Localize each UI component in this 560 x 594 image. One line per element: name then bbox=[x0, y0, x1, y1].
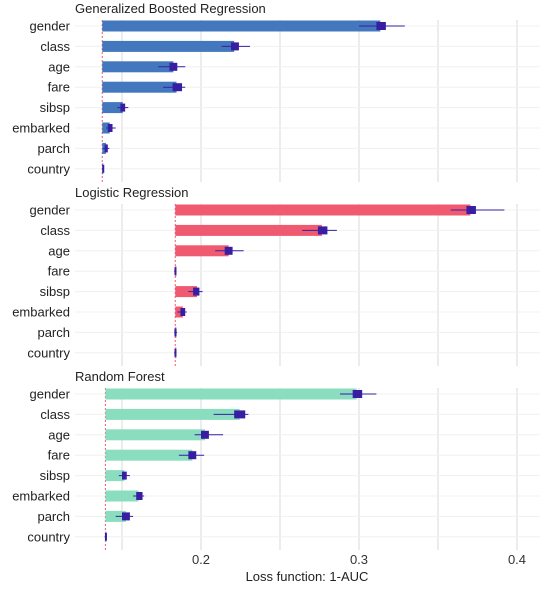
category-label: gender bbox=[30, 19, 71, 34]
bar-gender bbox=[105, 388, 357, 400]
boxplot-box bbox=[174, 267, 177, 276]
category-label: parch bbox=[37, 141, 70, 156]
bar-class bbox=[175, 224, 322, 236]
bar-sibsp bbox=[102, 102, 123, 114]
bar-sibsp bbox=[105, 470, 125, 482]
boxplot-box bbox=[224, 246, 233, 255]
bar-age bbox=[175, 245, 229, 257]
bar-age bbox=[102, 61, 174, 73]
boxplot-box bbox=[234, 410, 246, 419]
category-label: gender bbox=[30, 387, 71, 402]
boxplot-box bbox=[120, 103, 126, 112]
bar-fare bbox=[105, 449, 193, 461]
x-axis-title: Loss function: 1-AUC bbox=[246, 569, 369, 584]
category-label: embarked bbox=[12, 305, 70, 320]
category-label: parch bbox=[37, 325, 70, 340]
bar-embarked bbox=[105, 490, 139, 502]
boxplot-box bbox=[104, 144, 108, 153]
boxplot-box bbox=[231, 42, 239, 51]
boxplot-box bbox=[122, 471, 127, 480]
category-label: age bbox=[48, 427, 70, 442]
category-label: sibsp bbox=[40, 100, 70, 115]
category-label: sibsp bbox=[40, 468, 70, 483]
boxplot-box bbox=[466, 206, 476, 214]
panel-title: Generalized Boosted Regression bbox=[75, 1, 266, 16]
boxplot-box bbox=[201, 430, 209, 439]
x-tick-label: 0.4 bbox=[508, 552, 526, 567]
category-label: class bbox=[40, 223, 70, 238]
category-label: country bbox=[27, 161, 70, 176]
x-tick-label: 0.2 bbox=[192, 552, 210, 567]
bar-gender bbox=[102, 20, 381, 32]
boxplot-box bbox=[188, 451, 197, 460]
category-label: embarked bbox=[12, 489, 70, 504]
boxplot-box bbox=[122, 512, 130, 521]
boxplot-box bbox=[174, 348, 177, 357]
x-tick-label: 0.3 bbox=[350, 552, 368, 567]
boxplot-box bbox=[104, 532, 107, 541]
category-label: gender bbox=[30, 203, 71, 218]
category-label: country bbox=[27, 345, 70, 360]
category-label: fare bbox=[48, 264, 70, 279]
boxplot-box bbox=[174, 328, 177, 337]
category-label: class bbox=[40, 39, 70, 54]
bar-sibsp bbox=[175, 286, 198, 298]
boxplot-box bbox=[136, 492, 143, 500]
bar-gender bbox=[175, 204, 471, 216]
category-label: class bbox=[40, 407, 70, 422]
boxplot-box bbox=[180, 308, 186, 316]
bar-class bbox=[102, 40, 235, 52]
boxplot-box bbox=[193, 287, 200, 296]
category-label: age bbox=[48, 59, 70, 74]
category-label: sibsp bbox=[40, 284, 70, 299]
panel-title: Random Forest bbox=[75, 369, 165, 384]
boxplot-box bbox=[352, 390, 363, 398]
boxplot-box bbox=[169, 62, 178, 71]
category-label: embarked bbox=[12, 121, 70, 136]
boxplot-box bbox=[317, 226, 328, 235]
category-label: country bbox=[27, 529, 70, 544]
boxplot-box bbox=[172, 83, 183, 92]
boxplot-box bbox=[376, 22, 386, 30]
bar-class bbox=[105, 408, 240, 420]
bar-fare bbox=[102, 81, 177, 93]
category-label: parch bbox=[37, 509, 70, 524]
bar-age bbox=[105, 429, 205, 441]
category-label: fare bbox=[48, 448, 70, 463]
boxplot-box bbox=[107, 124, 113, 132]
category-label: fare bbox=[48, 80, 70, 95]
panel-title: Logistic Regression bbox=[75, 185, 188, 200]
boxplot-box bbox=[102, 164, 105, 173]
bar-embarked bbox=[102, 122, 110, 134]
category-label: age bbox=[48, 243, 70, 258]
